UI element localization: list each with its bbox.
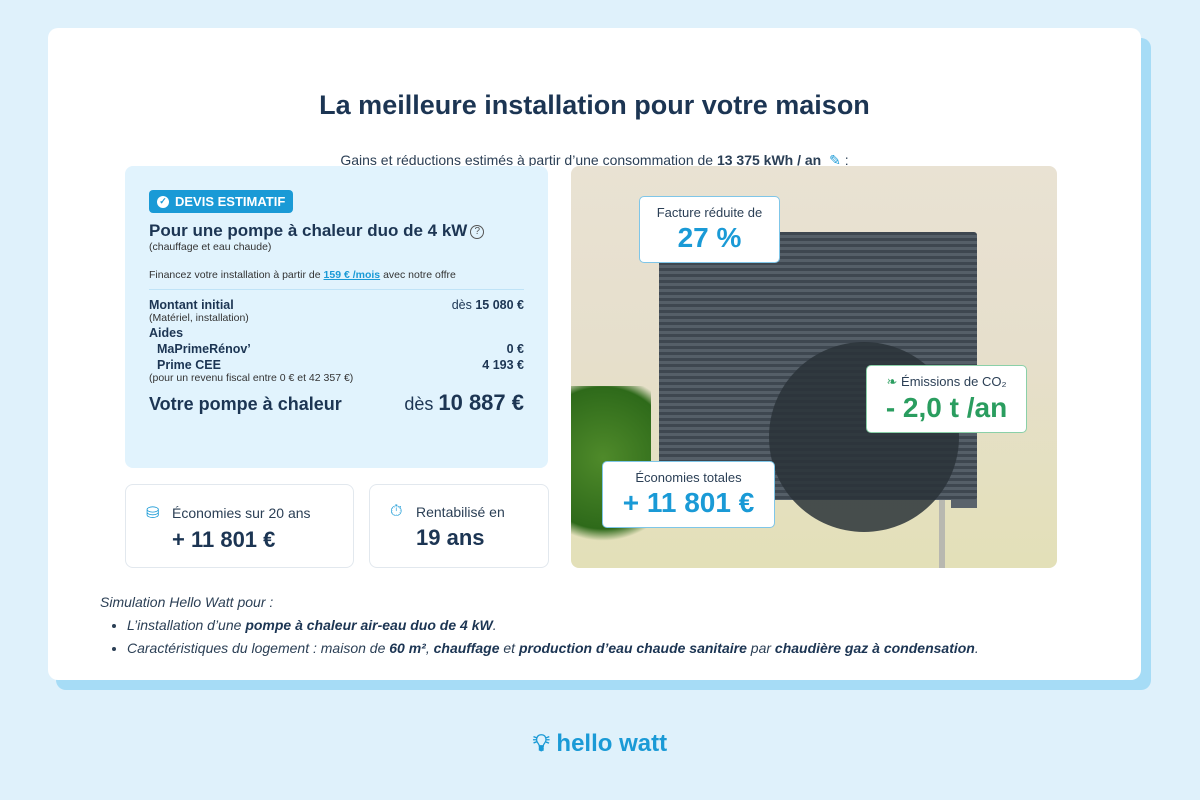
note-bold: chaudière gaz à condensation xyxy=(774,640,975,656)
aide-row: Prime CEE 4 193 € xyxy=(149,358,524,372)
lightbulb-icon: 💡︎ xyxy=(532,730,550,757)
stopwatch-icon: ⏱ xyxy=(390,503,403,520)
note-bold: chauffage xyxy=(433,640,500,656)
total-prefix: dès xyxy=(404,394,434,414)
estimate-panel: ✓ DEVIS ESTIMATIF Pour une pompe à chaleu… xyxy=(125,166,548,468)
total-row: Votre pompe à chaleur dès 10 887 € xyxy=(149,390,524,416)
help-icon[interactable]: ? xyxy=(470,224,485,239)
initial-prefix: dès xyxy=(451,298,472,312)
consumption-subtitle: Gains et réductions estimés à partir d’u… xyxy=(48,152,1141,169)
notes-intro: Simulation Hello Watt pour : xyxy=(100,594,274,610)
quote-heading-text: Pour une pompe à chaleur duo de 4 kW xyxy=(149,221,468,240)
finance-line: Financez votre installation à partir de … xyxy=(149,269,524,290)
pipe xyxy=(939,500,945,568)
note-bold: pompe à chaleur air-eau duo de 4 kW xyxy=(245,617,493,633)
hello-watt-logo: 💡︎ hello watt xyxy=(0,730,1200,758)
stat-payback: ⏱ Rentabilisé en 19 ans xyxy=(369,484,549,568)
note-text: par xyxy=(746,640,775,656)
stat-value: 19 ans xyxy=(416,525,485,550)
page-title: La meilleure installation pour votre mai… xyxy=(319,90,870,120)
initial-value: 15 080 € xyxy=(475,298,524,312)
aides-label: Aides xyxy=(149,326,184,340)
aide-label: MaPrimeRénov’ xyxy=(157,342,251,356)
note-item: Caractéristiques du logement : maison de… xyxy=(127,637,979,660)
overlay-value: + 11 801 € xyxy=(622,487,755,518)
stat-label: Économies sur 20 ans xyxy=(172,505,311,521)
note-bold: production d’eau chaude sanitaire xyxy=(518,640,747,656)
badge-label: DEVIS ESTIMATIF xyxy=(175,194,286,209)
note-bold: 60 m² xyxy=(389,640,426,656)
note-text: , xyxy=(425,640,434,656)
income-note: (pour un revenu fiscal entre 0 € et 42 3… xyxy=(149,372,354,384)
finance-link[interactable]: 159 € /mois xyxy=(323,269,381,281)
note-text: Caractéristiques du logement : maison de xyxy=(127,640,390,656)
finance-prefix: Financez votre installation à partir de xyxy=(149,269,321,281)
stat-savings: ⛁ Économies sur 20 ans + 11 801 € xyxy=(125,484,354,568)
overlay-savings: Économies totales + 11 801 € xyxy=(602,461,775,528)
simulation-notes: Simulation Hello Watt pour : L’installat… xyxy=(100,591,979,660)
overlay-label: Émissions de CO₂ xyxy=(901,374,1007,389)
note-text: . xyxy=(974,640,979,656)
check-circle-icon: ✓ xyxy=(157,195,169,208)
total-value: 10 887 € xyxy=(438,390,524,415)
initial-row: Montant initial dès 15 080 € xyxy=(149,298,524,312)
total-label: Votre pompe à chaleur xyxy=(149,394,342,414)
subtitle-suffix: : xyxy=(844,152,849,168)
overlay-bill: Facture réduite de 27 % xyxy=(639,196,780,263)
note-text: L’installation d’une xyxy=(127,617,246,633)
logo-text: hello watt xyxy=(556,730,668,757)
aide-value: 0 € xyxy=(506,342,524,356)
overlay-label: Facture réduite de xyxy=(656,205,763,220)
initial-note: (Matériel, installation) xyxy=(149,312,249,324)
quote-heading-note: (chauffage et eau chaude) xyxy=(149,241,272,253)
subtitle-prefix: Gains et réductions estimés à partir d’u… xyxy=(340,152,714,168)
coins-icon: ⛁ xyxy=(146,505,160,522)
stat-value: + 11 801 € xyxy=(172,527,276,552)
initial-label: Montant initial xyxy=(149,298,234,312)
overlay-value: - 2,0 t /an xyxy=(885,392,1008,423)
overlay-value: 27 % xyxy=(677,222,742,253)
consumption-value: 13 375 kWh / an xyxy=(716,152,822,168)
note-item: L’installation d’une pompe à chaleur air… xyxy=(127,614,979,637)
pencil-icon[interactable]: ✎ xyxy=(829,152,841,168)
aide-row: MaPrimeRénov’ 0 € xyxy=(149,342,524,356)
heat-pump-photo: Facture réduite de 27 % ❧ Émissions de CO… xyxy=(571,166,1057,568)
aide-value: 4 193 € xyxy=(482,358,524,372)
quote-heading: Pour une pompe à chaleur duo de 4 kW? xyxy=(149,221,524,241)
note-text: et xyxy=(499,640,519,656)
overlay-co2: ❧ Émissions de CO₂ - 2,0 t /an xyxy=(866,365,1027,433)
leaf-icon: ❧ xyxy=(886,374,898,389)
estimate-badge: ✓ DEVIS ESTIMATIF xyxy=(149,190,294,213)
overlay-label: Économies totales xyxy=(635,470,742,485)
aide-label: Prime CEE xyxy=(157,358,221,372)
note-text: . xyxy=(492,617,497,633)
result-card: La meilleure installation pour votre mai… xyxy=(48,28,1141,680)
stat-label: Rentabilisé en xyxy=(416,504,505,520)
finance-suffix: avec notre offre xyxy=(383,269,456,281)
